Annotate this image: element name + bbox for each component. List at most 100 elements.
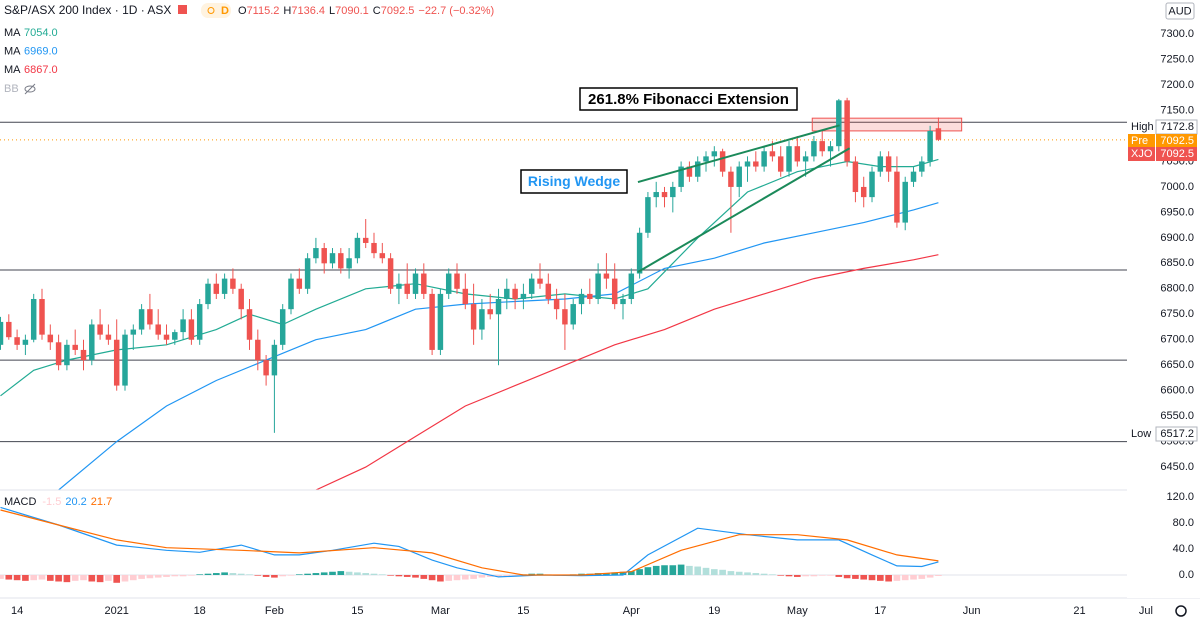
macd-histogram-bar [868, 574, 876, 581]
macd-histogram-bar [677, 564, 685, 575]
price-badge-label-bg [1128, 147, 1155, 161]
candle-body [238, 288, 244, 310]
macd-histogram-bar [403, 574, 411, 577]
candle-body [329, 253, 336, 264]
price-badge-value: 6517.2 [1160, 428, 1194, 440]
macd-histogram-bar [578, 573, 585, 575]
candle-body [802, 156, 809, 162]
candle-body [885, 156, 892, 172]
hidden-indicator-name: BB [4, 83, 19, 95]
macd-histogram-bar [752, 573, 760, 575]
macd-histogram-bar [138, 574, 145, 579]
candle-body [155, 324, 161, 335]
candle-body [437, 293, 444, 350]
price-axis: 7300.07250.07200.07150.07100.07050.07000… [1127, 0, 1200, 598]
macd-histogram-bar [793, 574, 801, 577]
macd-histogram-bar [727, 571, 735, 575]
candle-body [504, 288, 510, 299]
macd-tick-label: 40.0 [1173, 543, 1194, 555]
candle-body [338, 253, 344, 269]
y-tick-label: 6550.0 [1160, 410, 1194, 422]
candle-body [553, 298, 560, 310]
macd-histogram-bar [876, 574, 884, 581]
moving-average-line [315, 254, 939, 490]
candle-body [221, 278, 228, 294]
candle-body [611, 278, 618, 305]
candle-body [528, 278, 535, 294]
macd-histogram-bar [5, 574, 13, 580]
signal-line [0, 509, 939, 576]
candle-body [520, 293, 527, 299]
ohlc-value: 7136.4 [291, 5, 325, 17]
macd-histogram-bar [246, 574, 253, 575]
candle-body [811, 141, 817, 157]
y-tick-label: 6800.0 [1160, 283, 1194, 295]
candle-body [147, 309, 153, 325]
settings-gear[interactable] [1175, 605, 1187, 617]
candle-body [213, 283, 220, 294]
candle-body [661, 192, 668, 198]
candle-body [645, 197, 651, 233]
macd-histogram-bar [802, 574, 809, 577]
candle-body [288, 278, 294, 310]
candle-body [396, 283, 402, 289]
y-tick-label: 6850.0 [1160, 257, 1194, 269]
macd-histogram-bar [329, 571, 336, 575]
macd-tick-label: 120.0 [1166, 491, 1194, 503]
candle-body [636, 232, 643, 274]
session-badge[interactable] [201, 3, 231, 18]
macd-histogram-bar [652, 565, 660, 575]
macd-histogram-bar [212, 573, 220, 575]
candle-body [72, 344, 78, 350]
candle-body [919, 161, 925, 172]
currency-button[interactable] [1165, 2, 1195, 20]
indicator-value: 6969.0 [24, 45, 58, 57]
candle-body [719, 151, 726, 172]
macd-histogram-bar [445, 574, 453, 581]
x-tick-label: 15 [351, 605, 363, 617]
candle-body [935, 128, 942, 140]
candle-body [545, 283, 552, 299]
macd-histogram-bar [769, 574, 776, 575]
macd-histogram-bar [461, 574, 469, 580]
candle-body [512, 288, 518, 299]
x-tick-label: 2021 [104, 605, 128, 617]
candle-body [296, 278, 303, 289]
currency-label: AUD [1168, 5, 1191, 17]
indicator-name: MA [4, 27, 21, 39]
macd-histogram-bar [603, 573, 610, 575]
macd-histogram-bar [818, 574, 826, 576]
candle-body [421, 273, 427, 294]
macd-histogram-bar [843, 574, 851, 579]
macd-tick-label: 0.0 [1179, 569, 1194, 581]
macd-hist-value: -1.5 [42, 496, 61, 508]
ohlc-label: C [373, 5, 381, 17]
macd-histogram-bar [719, 569, 726, 575]
candle-body [794, 146, 801, 162]
candle-body [80, 349, 87, 361]
visibility-icon-slash[interactable] [24, 83, 36, 95]
price-badge-value: 7092.5 [1160, 135, 1194, 147]
candle-body [230, 278, 236, 289]
macd-histogram-bar [661, 565, 668, 575]
visibility-icon[interactable] [24, 85, 36, 93]
candle-body [64, 344, 70, 366]
candle-body [188, 319, 195, 340]
indicator-value: 7054.0 [24, 27, 58, 39]
macd-histogram-bar [22, 574, 29, 581]
x-tick-label: 21 [1073, 605, 1085, 617]
ohlc-label: H [283, 5, 291, 17]
macd-name: MACD [4, 496, 36, 508]
macd-histogram-bar [926, 574, 934, 578]
price-badge-label: Low [1131, 428, 1151, 440]
flag-icon[interactable] [178, 5, 187, 14]
macd-tick-label: 80.0 [1173, 517, 1194, 529]
macd-histogram-bar [237, 573, 245, 575]
macd-histogram-bar [0, 574, 4, 579]
candle-body [321, 248, 327, 264]
settings-icon[interactable] [1175, 605, 1187, 617]
x-tick-label: Apr [623, 605, 640, 617]
macd-histogram-bar [279, 574, 287, 577]
macd-pane [0, 506, 1127, 583]
candle-body [97, 324, 103, 335]
